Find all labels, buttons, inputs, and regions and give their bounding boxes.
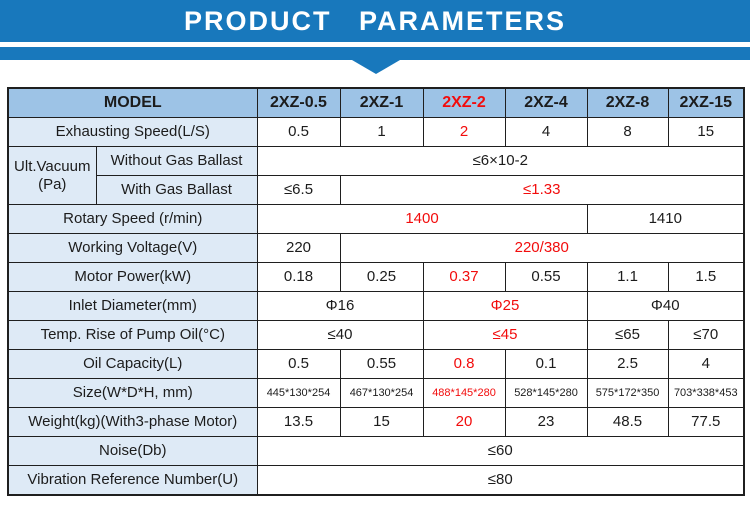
table-row: Working Voltage(V) 220 220/380 — [7, 233, 745, 263]
parameters-table: MODEL 2XZ-0.5 2XZ-1 2XZ-2 2XZ-4 2XZ-8 2XZ-15 Ex… — [7, 87, 745, 496]
value-cell: ≤6.5 — [256, 175, 341, 205]
value-cell: 0.55 — [339, 349, 424, 379]
row-label: Size(W*D*H, mm) — [7, 378, 258, 408]
row-label: Inlet Diameter(mm) — [7, 291, 258, 321]
value-cell: 0.5 — [256, 117, 341, 147]
value-cell: 528*145*280 — [504, 378, 588, 408]
value-cell: ≤6×10-2 — [256, 146, 745, 176]
column-header: 2XZ-2 — [422, 87, 506, 118]
column-header: 2XZ-1 — [339, 87, 424, 118]
parameters-table-body: MODEL 2XZ-0.5 2XZ-1 2XZ-2 2XZ-4 2XZ-8 2XZ-15 Ex… — [7, 87, 745, 496]
row-sublabel: With Gas Ballast — [95, 175, 258, 205]
value-cell: 0.37 — [422, 262, 506, 292]
value-cell: 77.5 — [667, 407, 745, 437]
value-cell: ≤70 — [667, 320, 745, 350]
value-cell: Φ16 — [256, 291, 424, 321]
value-cell: 488*145*280 — [422, 378, 506, 408]
value-cell: 703*338*453 — [667, 378, 745, 408]
value-cell: 20 — [422, 407, 506, 437]
row-label: Exhausting Speed(L/S) — [7, 117, 258, 147]
row-label: Working Voltage(V) — [7, 233, 258, 263]
value-cell: 0.5 — [256, 349, 341, 379]
value-cell: 1410 — [586, 204, 745, 234]
title-banner: PRODUCT PARAMETERS — [0, 0, 750, 42]
table-row: Rotary Speed (r/min) 1400 1410 — [7, 204, 745, 234]
value-cell: 0.18 — [256, 262, 341, 292]
table-row: With Gas Ballast ≤6.5 ≤1.33 — [8, 175, 745, 205]
column-header: 2XZ-8 — [586, 87, 669, 118]
value-cell: 48.5 — [586, 407, 669, 437]
table-row: Motor Power(kW) 0.18 0.25 0.37 0.55 1.1 1.5 — [7, 262, 745, 292]
arrow-down-icon — [352, 60, 400, 74]
row-label: Vibration Reference Number(U) — [7, 465, 258, 496]
value-cell: ≤40 — [256, 320, 424, 350]
value-cell: Φ25 — [422, 291, 588, 321]
value-cell: 1400 — [256, 204, 588, 234]
value-cell: 1 — [339, 117, 424, 147]
row-label: Rotary Speed (r/min) — [7, 204, 258, 234]
row-sublabel: Without Gas Ballast — [95, 146, 258, 176]
table-row: Temp. Rise of Pump Oil(°C) ≤40 ≤45 ≤65 ≤70 — [7, 320, 745, 350]
value-cell: 23 — [504, 407, 588, 437]
table-row: Oil Capacity(L) 0.5 0.55 0.8 0.1 2.5 4 — [7, 349, 745, 379]
table-row: Ult.Vacuum (Pa) Without Gas Ballast ≤6×10-… — [7, 146, 745, 205]
table-row: Inlet Diameter(mm) Φ16 Φ25 Φ40 — [7, 291, 745, 321]
value-cell: 1.5 — [667, 262, 745, 292]
row-label: Ult.Vacuum (Pa) — [7, 146, 97, 205]
table-row: MODEL 2XZ-0.5 2XZ-1 2XZ-2 2XZ-4 2XZ-8 2XZ-15 — [7, 87, 745, 118]
value-cell: Φ40 — [586, 291, 745, 321]
column-header: 2XZ-4 — [504, 87, 588, 118]
column-header: 2XZ-0.5 — [256, 87, 341, 118]
value-cell: ≤45 — [422, 320, 588, 350]
table-row: Noise(Db) ≤60 — [7, 436, 745, 466]
value-cell: 575*172*350 — [586, 378, 669, 408]
table-row: Vibration Reference Number(U) ≤80 — [7, 465, 745, 496]
value-cell: ≤60 — [256, 436, 745, 466]
value-cell: 15 — [667, 117, 745, 147]
column-header: 2XZ-15 — [667, 87, 745, 118]
value-cell: 1.1 — [586, 262, 669, 292]
parameters-table-grid: MODEL 2XZ-0.5 2XZ-1 2XZ-2 2XZ-4 2XZ-8 2XZ-15 Ex… — [7, 87, 745, 496]
table-row: Size(W*D*H, mm) 445*130*254 467*130*254 488… — [7, 378, 745, 408]
banner-underline-bar — [0, 47, 750, 60]
value-cell: 0.8 — [422, 349, 506, 379]
row-label: Motor Power(kW) — [7, 262, 258, 292]
value-cell: 4 — [504, 117, 588, 147]
value-cell: 2.5 — [586, 349, 669, 379]
value-cell: 15 — [339, 407, 424, 437]
row-label: Temp. Rise of Pump Oil(°C) — [7, 320, 258, 350]
value-cell: 445*130*254 — [256, 378, 341, 408]
model-header: MODEL — [7, 87, 258, 118]
row-label: Noise(Db) — [7, 436, 258, 466]
value-cell: 220 — [256, 233, 341, 263]
value-cell: 2 — [422, 117, 506, 147]
value-cell: 0.1 — [504, 349, 588, 379]
value-cell: 0.55 — [504, 262, 588, 292]
value-cell: 467*130*254 — [339, 378, 424, 408]
table-row: Weight(kg)(With3-phase Motor) 13.5 15 20 23 4… — [7, 407, 745, 437]
table-row: Exhausting Speed(L/S) 0.5 1 2 4 8 15 — [7, 117, 745, 147]
value-cell: ≤65 — [586, 320, 669, 350]
value-cell: 13.5 — [256, 407, 341, 437]
value-cell: ≤1.33 — [339, 175, 745, 205]
value-cell: 220/380 — [339, 233, 745, 263]
value-cell: 0.25 — [339, 262, 424, 292]
value-cell: 8 — [586, 117, 669, 147]
value-cell: ≤80 — [256, 465, 745, 496]
row-label: Oil Capacity(L) — [7, 349, 258, 379]
value-cell: 4 — [667, 349, 745, 379]
page-title: PRODUCT PARAMETERS — [183, 5, 566, 36]
row-label: Weight(kg)(With3-phase Motor) — [7, 407, 258, 437]
